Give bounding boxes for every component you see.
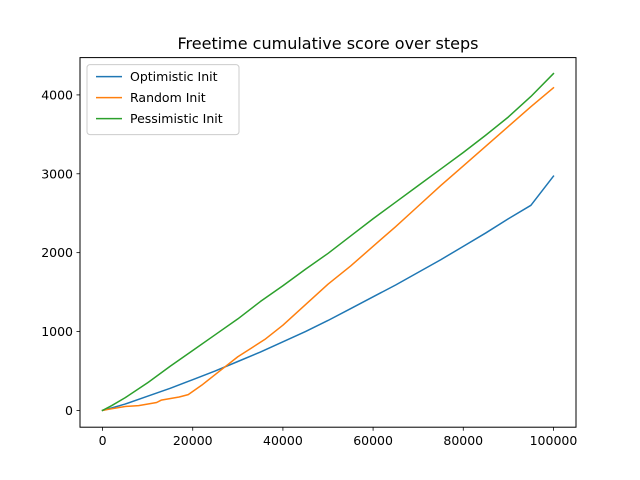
y-tick-label: 4000 xyxy=(41,87,73,102)
y-tick-label: 0 xyxy=(65,403,73,418)
plot-area xyxy=(101,72,555,412)
chart-title: Freetime cumulative score over steps xyxy=(177,34,478,53)
legend-label: Random Init xyxy=(130,90,206,105)
series-line-1 xyxy=(101,86,555,412)
legend-label: Pessimistic Init xyxy=(130,111,223,126)
legend-box xyxy=(86,64,240,136)
x-tick-label: 0 xyxy=(99,433,107,448)
x-tick-label: 80000 xyxy=(443,433,483,448)
y-tick-label: 1000 xyxy=(41,324,73,339)
x-tick-label: 40000 xyxy=(263,433,303,448)
y-tick-label: 2000 xyxy=(41,245,73,260)
series-line-2 xyxy=(101,72,555,412)
series-line-0 xyxy=(101,175,555,412)
legend-label: Optimistic Init xyxy=(130,69,218,84)
x-tick-label: 20000 xyxy=(173,433,213,448)
legend: Optimistic Init Random Init Pessimistic In… xyxy=(86,64,240,136)
x-axis: 0 20000 40000 60000 80000 100000 xyxy=(99,427,578,448)
x-tick-label: 100000 xyxy=(530,433,578,448)
axes-frame xyxy=(79,57,577,428)
y-tick-label: 3000 xyxy=(41,166,73,181)
x-tick-label: 60000 xyxy=(353,433,393,448)
y-axis: 0 1000 2000 3000 4000 xyxy=(41,87,80,418)
